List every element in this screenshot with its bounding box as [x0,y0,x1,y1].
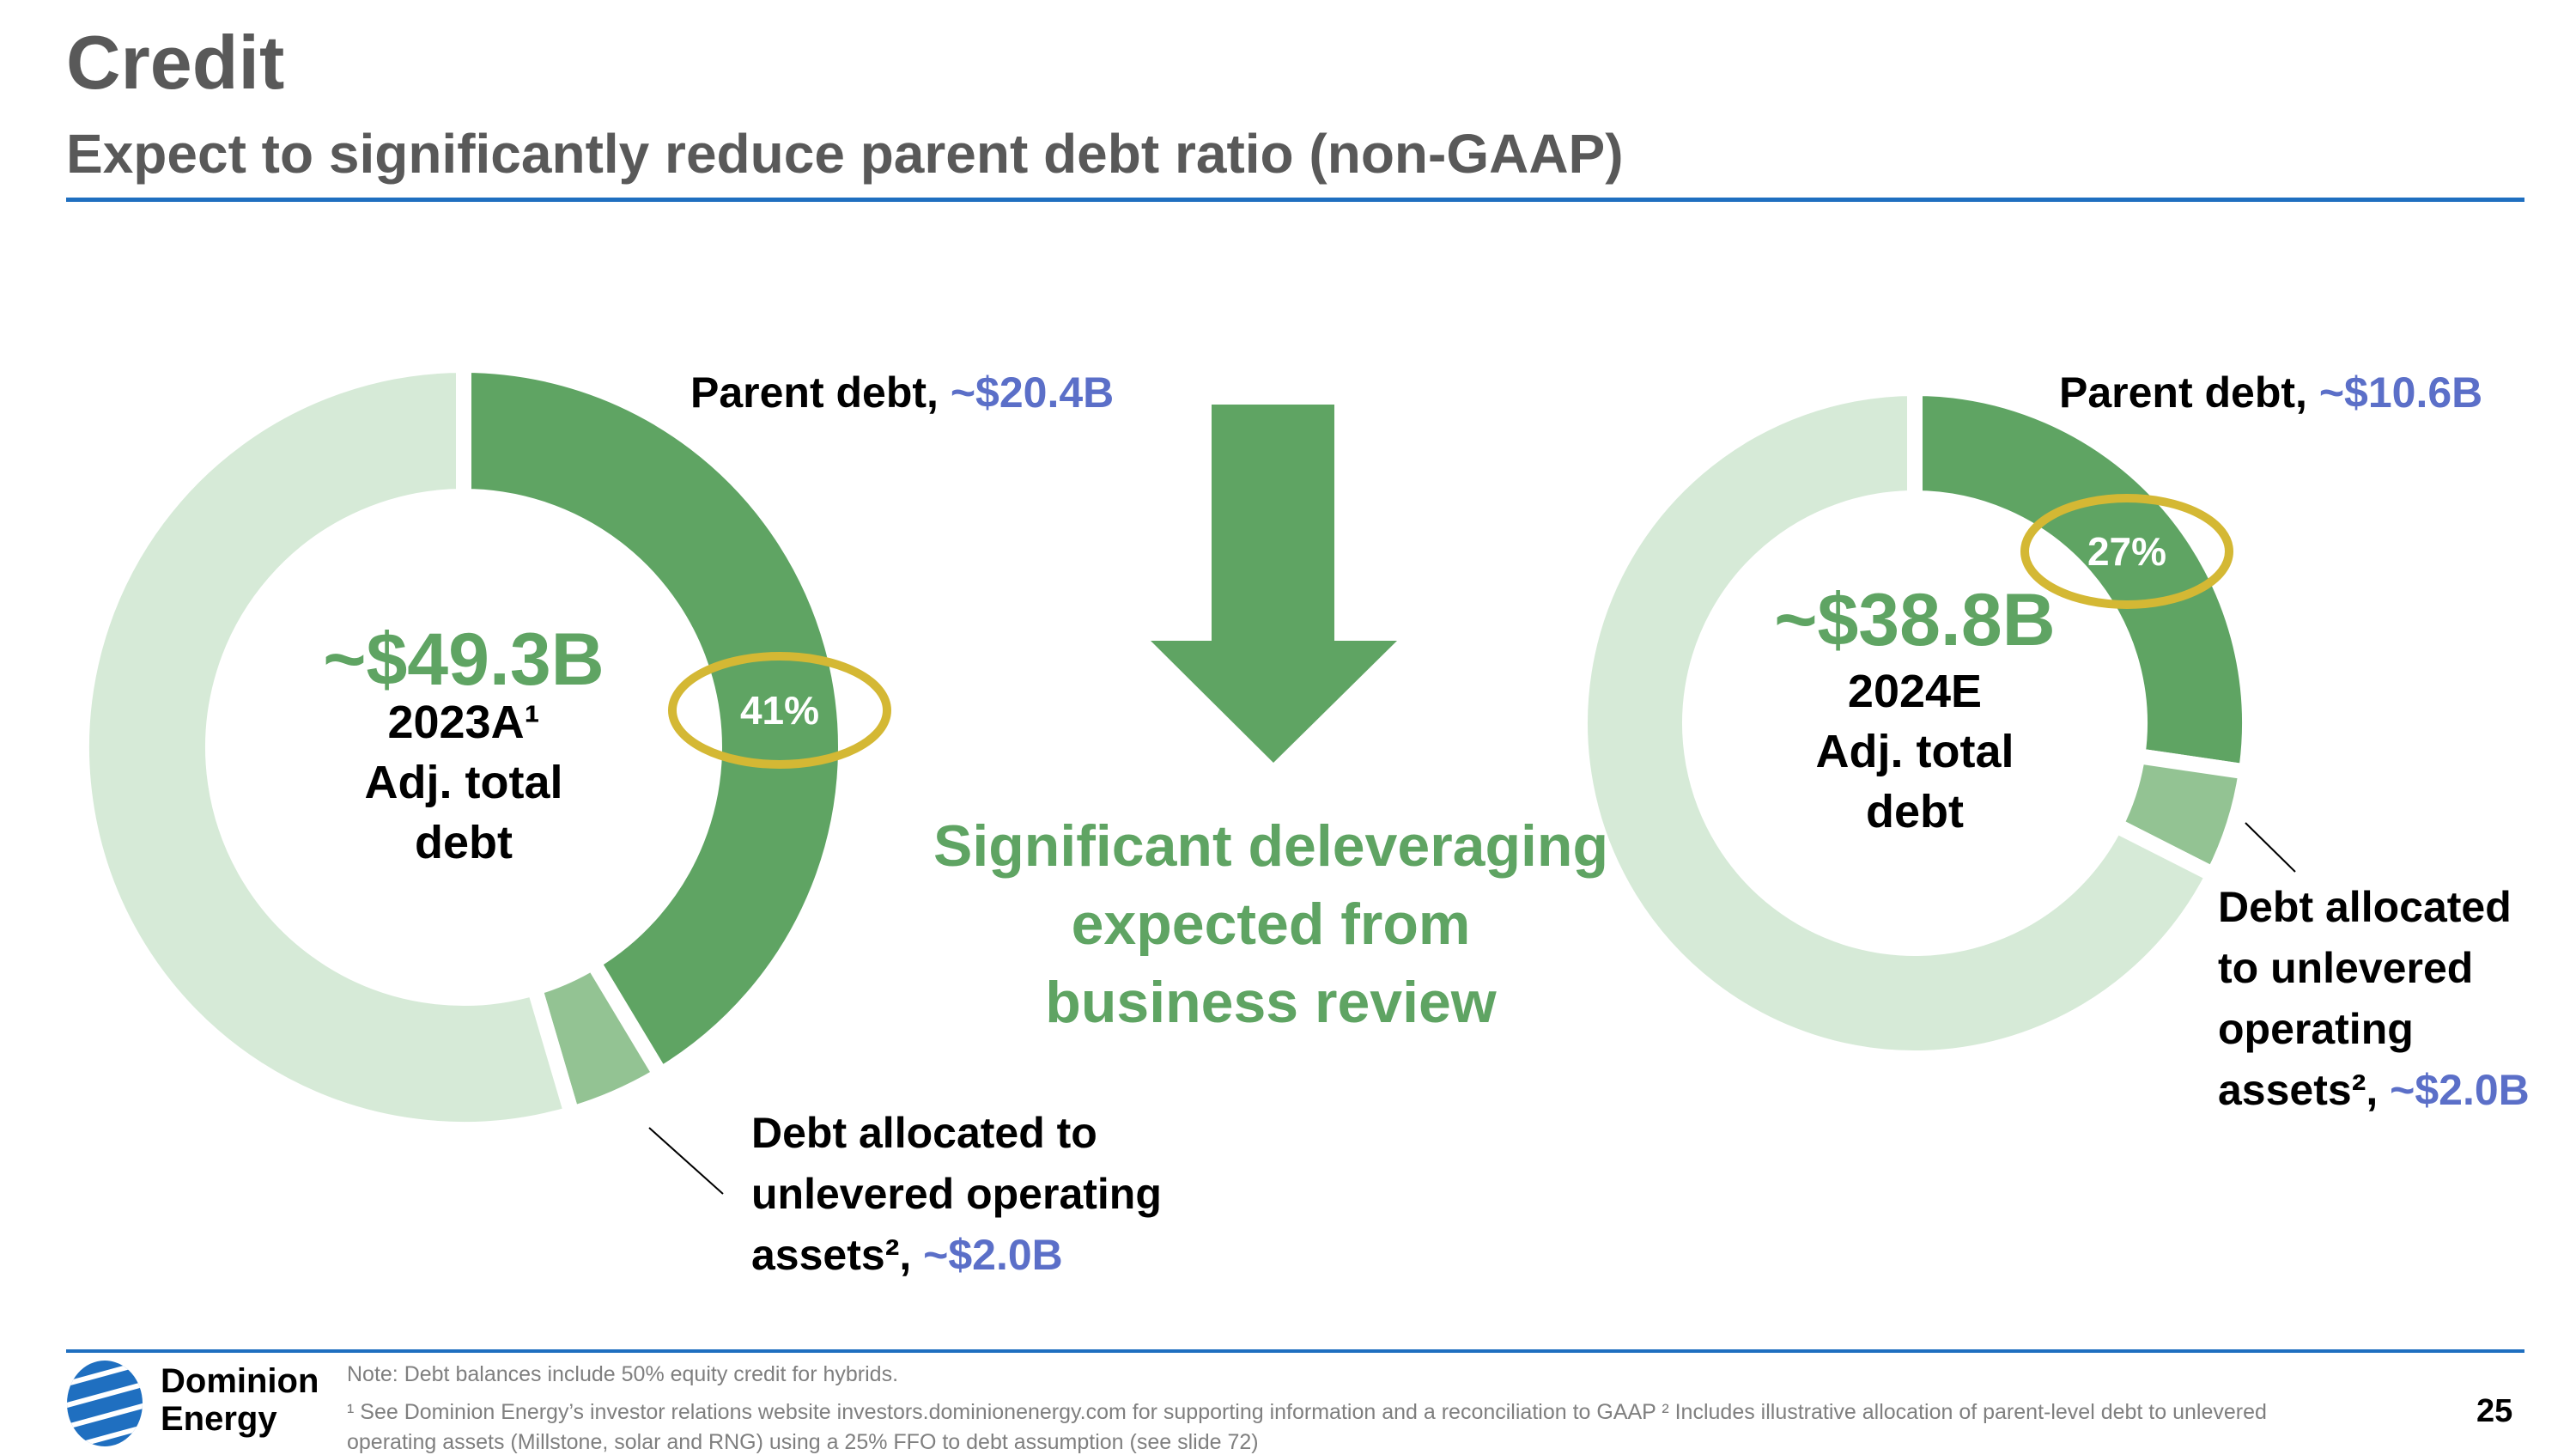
right-callout-line [2245,822,2296,873]
left-unlevered-label: Debt allocated to unlevered operating as… [751,1109,1162,1279]
right-center-label: 2024E Adj. total debt [1816,661,2014,842]
page-title: Credit [66,20,285,105]
left-callout-line [648,1127,724,1195]
right-total-value: ~$38.8B [1774,579,2056,661]
donut-2023: 41% [74,356,891,1137]
left-unlevered-value: ~$2.0B [923,1231,1063,1279]
dominion-energy-logo: Dominion Energy [66,1361,324,1446]
page-subtitle: Expect to significantly reduce parent de… [66,123,1624,185]
footer-divider [66,1349,2524,1353]
other-debt-slice [74,356,582,1137]
right-unlevered-value: ~$2.0B [2390,1066,2530,1114]
donut-2024: 27% [1572,380,2257,1066]
highlight-ellipse [2020,494,2233,609]
footnote-2: operating assets (Millstone, solar and R… [347,1430,1259,1454]
deleveraging-message: Significant deleveraging expected from b… [933,813,1608,1035]
left-parent-debt-value: ~$20.4B [950,368,1115,417]
logo-mark-icon [67,1361,143,1446]
header-divider [66,198,2524,202]
left-parent-debt-label: Parent debt, ~$20.4B [690,368,1115,417]
left-center-label: 2023A¹ Adj. total debt [365,692,563,873]
arrow-down-icon [1151,405,1397,763]
left-label-line: Adj. total [364,757,563,808]
right-parent-debt-label: Parent debt, ~$10.6B [2059,368,2483,417]
left-period: 2023A¹ [387,697,540,748]
left-total-value: ~$49.3B [323,618,605,701]
right-period: 2024E [1847,666,1983,717]
highlight-ellipse [668,652,891,769]
parent-debt-percent-label: 27% [2087,529,2166,574]
right-label-line: Adj. total [1815,726,2014,777]
parent-debt-percent-label: 41% [740,688,819,733]
footnote-1: ¹ See Dominion Energy’s investor relatio… [347,1400,2267,1424]
right-unlevered-label: Debt allocated to unlevered operating as… [2218,883,2530,1114]
parent-debt-slice [456,356,854,1086]
left-label-line: debt [414,817,513,868]
page-number: 25 [2476,1393,2513,1429]
right-label-line: debt [1865,786,1964,837]
right-parent-debt-value: ~$10.6B [2318,368,2483,417]
parent-debt-slice [1907,380,2257,781]
footer-note: Note: Debt balances include 50% equity c… [347,1362,899,1386]
other-debt-slice [1572,380,2224,1066]
